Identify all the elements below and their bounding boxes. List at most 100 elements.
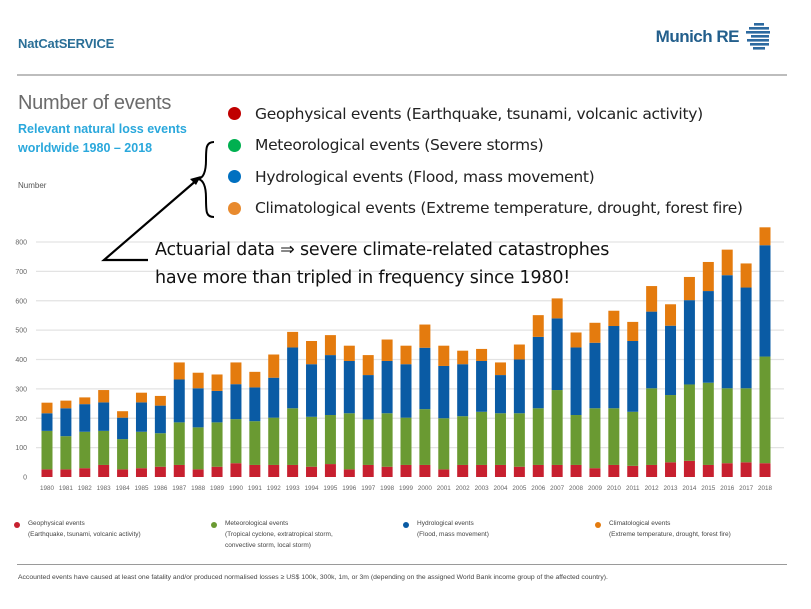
bar-segment-geophysical-2004: [494, 464, 506, 477]
x-tick-label: 1989: [210, 485, 225, 492]
bar-segment-climatological-1981: [60, 400, 72, 409]
bar-segment-climatological-2009: [589, 322, 601, 343]
bar-segment-climatological-1987: [173, 362, 185, 380]
bar-segment-hydrological-1994: [306, 364, 318, 417]
legend-item-geophysical: Geophysical events (Earthquake, tsunami, …: [14, 518, 204, 540]
bar-segment-geophysical-1995: [324, 464, 336, 477]
bar-segment-geophysical-1980: [41, 469, 53, 477]
bar-segment-hydrological-1999: [400, 364, 412, 418]
bar-segment-geophysical-1981: [60, 469, 72, 477]
bar-segment-climatological-1994: [306, 340, 318, 365]
arrow-line: [101, 178, 199, 262]
bar-segment-hydrological-2010: [608, 326, 620, 409]
bar-segment-meteorological-2010: [608, 408, 620, 465]
bar-segment-geophysical-1982: [79, 468, 91, 477]
legend-desc: (Earthquake, tsunami, volcanic activity): [28, 531, 141, 538]
bar-segment-hydrological-2017: [740, 287, 752, 389]
bar-segment-climatological-2001: [438, 345, 450, 366]
bar-segment-meteorological-1992: [268, 417, 280, 465]
x-tick-label: 1999: [399, 485, 414, 492]
legend-name: Meteorological events: [225, 520, 289, 527]
legend-desc: (Flood, mass movement): [417, 531, 489, 538]
bar-segment-meteorological-1994: [306, 416, 318, 467]
x-tick-label: 1992: [267, 485, 282, 492]
subtitle-line-2: worldwide 1980 – 2018: [18, 141, 153, 155]
bar-segment-geophysical-2018: [759, 463, 771, 477]
bar-segment-geophysical-1999: [400, 464, 412, 477]
bar-segment-meteorological-1986: [154, 433, 166, 467]
legend-dot-icon: [14, 522, 20, 528]
bar-segment-climatological-2002: [457, 350, 469, 365]
bar-segment-meteorological-2017: [740, 388, 752, 463]
bar-segment-geophysical-2011: [627, 465, 639, 477]
x-tick-label: 1991: [248, 485, 263, 492]
x-tick-label: 1980: [40, 485, 55, 492]
bar-segment-climatological-2005: [513, 344, 525, 360]
x-tick-label: 2014: [682, 485, 697, 492]
overlay-legend: Geophysical events (Earthquake, tsunami,…: [228, 98, 743, 224]
bar-segment-climatological-2008: [570, 332, 582, 348]
bar-segment-hydrological-1990: [230, 384, 242, 420]
annotation-line-2: have more than tripled in frequency sinc…: [155, 268, 571, 288]
y-tick-label: 500: [15, 328, 27, 335]
bar-segment-hydrological-2014: [683, 300, 695, 385]
x-tick-label: 2016: [720, 485, 735, 492]
bar-segment-meteorological-2008: [570, 415, 582, 465]
x-tick-label: 1993: [286, 485, 301, 492]
y-axis-label: Number: [18, 181, 47, 190]
x-tick-label: 2000: [418, 485, 433, 492]
x-tick-label: 1985: [134, 485, 149, 492]
y-tick-label: 400: [15, 357, 27, 364]
footnote: Accounted events have caused at least on…: [18, 574, 608, 581]
bars: [41, 227, 771, 477]
x-tick-label: 2003: [475, 485, 490, 492]
bar-segment-geophysical-2014: [683, 460, 695, 477]
x-tick-label: 2001: [437, 485, 452, 492]
legend-label: Climatological events (Extreme temperatu…: [255, 199, 743, 218]
bar-segment-meteorological-1993: [287, 408, 299, 465]
x-tick-label: 2007: [550, 485, 565, 492]
annotation-arrows: [101, 141, 215, 262]
overlay-legend-item-climatological: Climatological events (Extreme temperatu…: [228, 193, 743, 225]
overlay-legend-item-geophysical: Geophysical events (Earthquake, tsunami,…: [228, 98, 743, 130]
x-tick-label: 2004: [493, 485, 508, 492]
bar-segment-meteorological-2004: [494, 413, 506, 465]
bar-segment-meteorological-2018: [759, 356, 771, 464]
bar-segment-geophysical-1991: [249, 464, 261, 477]
bar-segment-meteorological-1997: [362, 419, 374, 465]
bar-segment-meteorological-1987: [173, 422, 185, 465]
x-tick-label: 2006: [531, 485, 546, 492]
bar-segment-climatological-1991: [249, 371, 261, 388]
bar-segment-geophysical-1990: [230, 463, 242, 477]
bar-segment-hydrological-1996: [343, 360, 355, 414]
bar-segment-hydrological-2006: [532, 336, 544, 409]
bar-segment-geophysical-2003: [476, 464, 488, 477]
x-tick-label: 1983: [97, 485, 112, 492]
x-tick-label: 2009: [588, 485, 603, 492]
bar-segment-meteorological-2007: [551, 390, 563, 465]
bar-segment-meteorological-1985: [135, 431, 147, 469]
bar-segment-meteorological-1990: [230, 419, 242, 464]
bar-segment-climatological-2007: [551, 298, 563, 319]
overlay-legend-item-meteorological: Meteorological events (Severe storms): [228, 130, 743, 162]
bar-segment-climatological-2003: [476, 348, 488, 361]
bar-segment-climatological-1989: [211, 374, 223, 391]
bar-segment-hydrological-2004: [494, 375, 506, 414]
bar-segment-meteorological-1984: [117, 439, 129, 470]
bar-segment-hydrological-2013: [665, 325, 677, 396]
bar-segment-hydrological-1982: [79, 404, 91, 432]
bar-segment-geophysical-2013: [665, 462, 677, 477]
bar-segment-geophysical-2009: [589, 468, 601, 477]
bar-segment-climatological-2006: [532, 315, 544, 337]
bar-segment-climatological-1988: [192, 372, 204, 389]
bar-segment-geophysical-2001: [438, 469, 450, 477]
bar-segment-climatological-1993: [287, 331, 299, 348]
x-tick-label: 2013: [664, 485, 679, 492]
x-tick-label: 2017: [739, 485, 754, 492]
legend-item-climatological: Climatological events (Extreme temperatur…: [595, 518, 795, 540]
x-tick-label: 1981: [59, 485, 74, 492]
bar-segment-hydrological-2001: [438, 365, 450, 419]
y-tick-label: 100: [15, 445, 27, 452]
bar-segment-climatological-2000: [419, 324, 431, 348]
bar-segment-hydrological-2002: [457, 364, 469, 417]
